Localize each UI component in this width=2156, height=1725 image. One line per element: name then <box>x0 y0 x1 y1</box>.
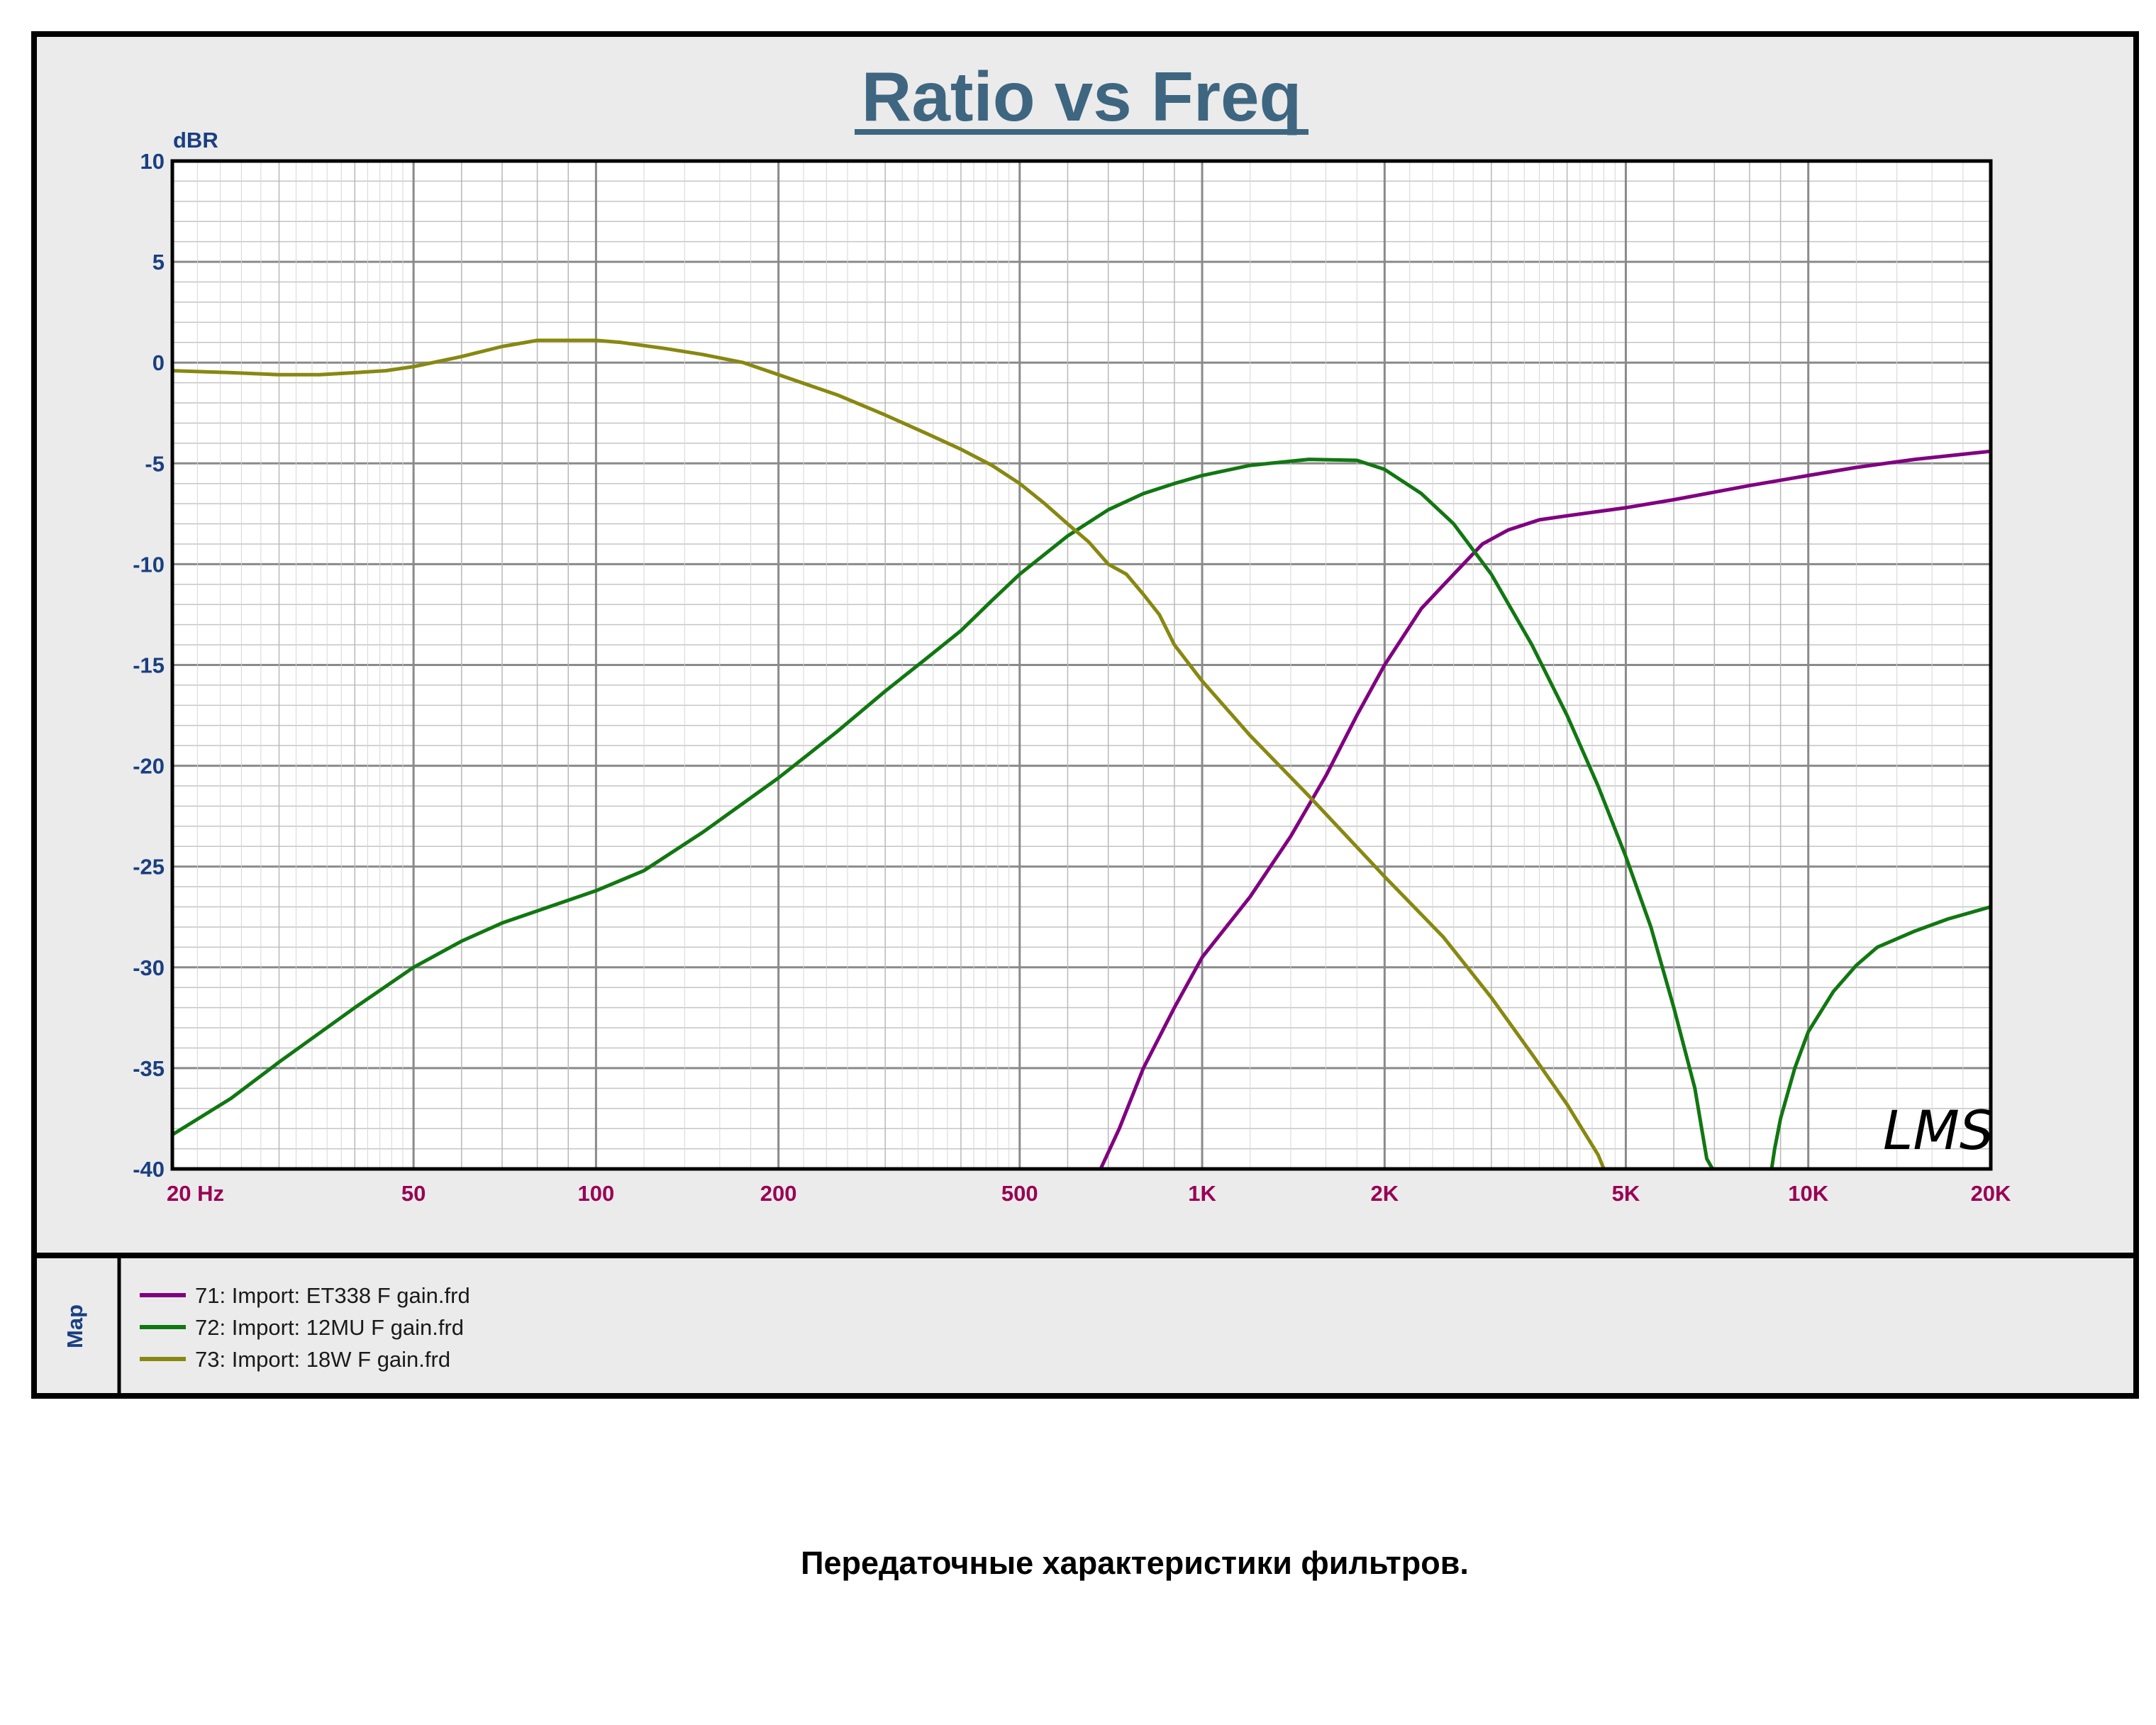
legend-label-2: 72: Import: 12MU F gain.frd <box>195 1315 464 1340</box>
plot-border <box>170 159 1993 1171</box>
figure-caption: Передаточные характеристики фильтров. <box>801 1545 1469 1581</box>
x-tick-label: 100 <box>578 1181 615 1206</box>
x-tick-label: 20K <box>1971 1181 2011 1206</box>
x-tick-label: 10K <box>1788 1181 1828 1206</box>
legend-label-1: 71: Import: ET338 F gain.frd <box>195 1283 470 1308</box>
y-tick-label: -5 <box>145 451 165 476</box>
y-tick-label: -30 <box>133 955 165 980</box>
y-tick-label: 10 <box>140 149 165 174</box>
y-tick-label: -35 <box>133 1056 165 1081</box>
x-tick-label: 1K <box>1188 1181 1216 1206</box>
y-tick-label: 0 <box>152 350 165 375</box>
y-axis-label: dBR <box>173 128 218 152</box>
x-tick-label: 5K <box>1612 1181 1640 1206</box>
x-tick-label: 2K <box>1371 1181 1399 1206</box>
series-lines <box>170 338 1993 1171</box>
series-line-1 <box>170 449 1993 1171</box>
y-tick-label: -10 <box>133 552 165 577</box>
y-tick-label: -40 <box>133 1157 165 1182</box>
lms-logo: LMS <box>1883 1099 1994 1162</box>
legend: 71: Import: ET338 F gain.frd 72: Import: … <box>140 1283 470 1372</box>
y-tick-label: -15 <box>133 653 165 678</box>
x-tick-label: 200 <box>760 1181 797 1206</box>
x-tick-label: 20 Hz <box>167 1181 224 1206</box>
legend-label-3: 73: Import: 18W F gain.frd <box>195 1347 450 1372</box>
x-tick-label: 50 <box>401 1181 426 1206</box>
x-tick-label: 500 <box>1001 1181 1038 1206</box>
y-tick-labels: 10 5 0 -5 -10 -15 -20 -25 -30 -35 -40 <box>133 149 165 1182</box>
y-tick-label: 5 <box>152 250 165 274</box>
legend-title: Map <box>62 1304 87 1348</box>
y-tick-label: -25 <box>133 855 165 880</box>
y-tick-label: -20 <box>133 754 165 779</box>
x-tick-labels: 20 Hz 50 100 200 500 1K 2K 5K 10K 20K <box>167 1181 2011 1206</box>
lms-logo-text: LMS <box>1883 1099 1994 1162</box>
series-line-2 <box>170 457 1993 1171</box>
series-line-3 <box>170 338 1993 1171</box>
chart-title: Ratio vs Freq <box>862 57 1302 135</box>
